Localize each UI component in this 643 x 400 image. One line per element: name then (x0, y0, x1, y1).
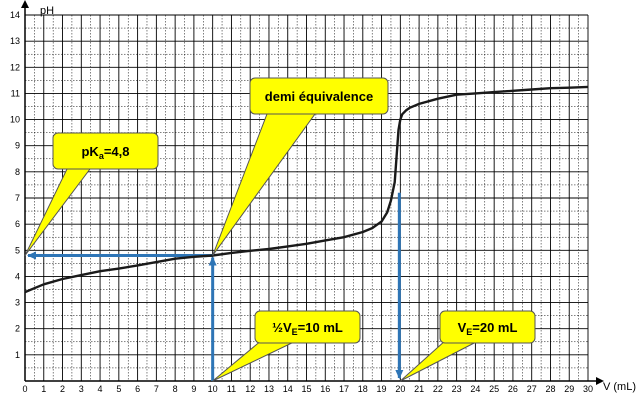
callout-text-sub: a (99, 151, 105, 161)
x-tick-label: 7 (154, 384, 159, 394)
tick-labels: 0 1 2 3 4 5 6 7 8 9 10 11 12 13 14 15 16 17 18 19 20 21 22 23 24… (10, 10, 593, 394)
x-tick-label: 27 (527, 384, 537, 394)
x-tick-label: 30 (583, 384, 593, 394)
callout-text-sub: E (292, 327, 298, 337)
x-tick-label: 25 (489, 384, 499, 394)
callout-text-main: pK (81, 144, 99, 159)
callout-demi: demi équivalence (212, 77, 389, 256)
axes (21, 0, 604, 385)
x-axis-arrowhead (596, 377, 604, 385)
grid (24, 14, 589, 382)
callout-text-main: ½V (272, 320, 292, 335)
callout-pka: pKa=4,8 (24, 132, 159, 256)
callout-text-tail: =20 mL (472, 320, 517, 335)
callout-box (249, 77, 389, 115)
y-axis-label: pH (40, 5, 54, 17)
y-tick-label: 4 (15, 271, 20, 281)
x-tick-label: 28 (545, 384, 555, 394)
x-tick-label: 8 (173, 384, 178, 394)
y-tick-label: 9 (15, 141, 20, 151)
x-tick-label: 2 (60, 384, 65, 394)
y-axis-arrowhead (21, 0, 29, 8)
x-tick-label: 19 (377, 384, 387, 394)
x-tick-label: 22 (433, 384, 443, 394)
x-tick-label: 1 (41, 384, 46, 394)
callout-text-main: V (458, 320, 467, 335)
y-tick-label: 11 (11, 88, 20, 98)
callout-tail (212, 339, 299, 382)
y-tick-label: 12 (10, 62, 20, 72)
x-tick-label: 4 (98, 384, 103, 394)
guide-arrows (27, 192, 404, 381)
callout-box (439, 310, 536, 344)
x-tick-label: 10 (208, 384, 218, 394)
callout-text-sub: E (466, 327, 472, 337)
x-tick-label: 11 (227, 384, 236, 394)
x-tick-label: 12 (245, 384, 255, 394)
x-tick-label: 24 (470, 384, 480, 394)
x-tick-label: 3 (79, 384, 84, 394)
callout-text: VE=20 mL (458, 320, 518, 337)
callout-text-main: demi équivalence (265, 89, 373, 104)
curve-layer (24, 85, 589, 294)
callout-half_ve: ½VE=10 mL (212, 310, 361, 382)
x-tick-label: 6 (135, 384, 140, 394)
callout-text: ½VE=10 mL (272, 320, 343, 337)
titration-curve (24, 85, 589, 294)
callout-tail (399, 339, 481, 382)
callout-tail (212, 113, 316, 256)
x-tick-label: 26 (508, 384, 518, 394)
callout-text: pKa=4,8 (81, 144, 129, 161)
callout-text: demi équivalence (265, 89, 373, 104)
y-tick-label: 10 (10, 115, 20, 125)
x-tick-label: 5 (116, 384, 121, 394)
y-tick-label: 1 (15, 350, 20, 360)
x-tick-label: 17 (339, 384, 349, 394)
x-tick-label: 18 (358, 384, 368, 394)
y-tick-label: 7 (15, 193, 20, 203)
callout-box (254, 310, 361, 344)
callout-tail (24, 168, 92, 256)
x-tick-label: 0 (22, 384, 27, 394)
x-tick-label: 21 (414, 384, 424, 394)
x-tick-label: 15 (301, 384, 311, 394)
y-tick-label: 6 (15, 219, 20, 229)
x-tick-label: 29 (564, 384, 574, 394)
callout-box (52, 132, 159, 170)
callout-text-tail: =4,8 (104, 144, 130, 159)
x-tick-label: 14 (283, 384, 293, 394)
y-tick-label: 5 (15, 245, 20, 255)
x-tick-label: 9 (191, 384, 196, 394)
x-tick-label: 23 (452, 384, 462, 394)
callout-text-tail: =10 mL (298, 320, 343, 335)
x-tick-label: 13 (264, 384, 274, 394)
x-tick-label: 20 (395, 384, 405, 394)
callout-ve: VE=20 mL (399, 310, 536, 382)
y-tick-label: 14 (10, 10, 20, 20)
x-tick-label: 16 (320, 384, 330, 394)
y-tick-label: 13 (10, 36, 20, 46)
y-tick-label: 3 (15, 298, 20, 308)
y-tick-label: 2 (15, 324, 20, 334)
y-tick-label: 8 (15, 167, 20, 177)
x-axis-label: V (mL) (603, 381, 636, 393)
